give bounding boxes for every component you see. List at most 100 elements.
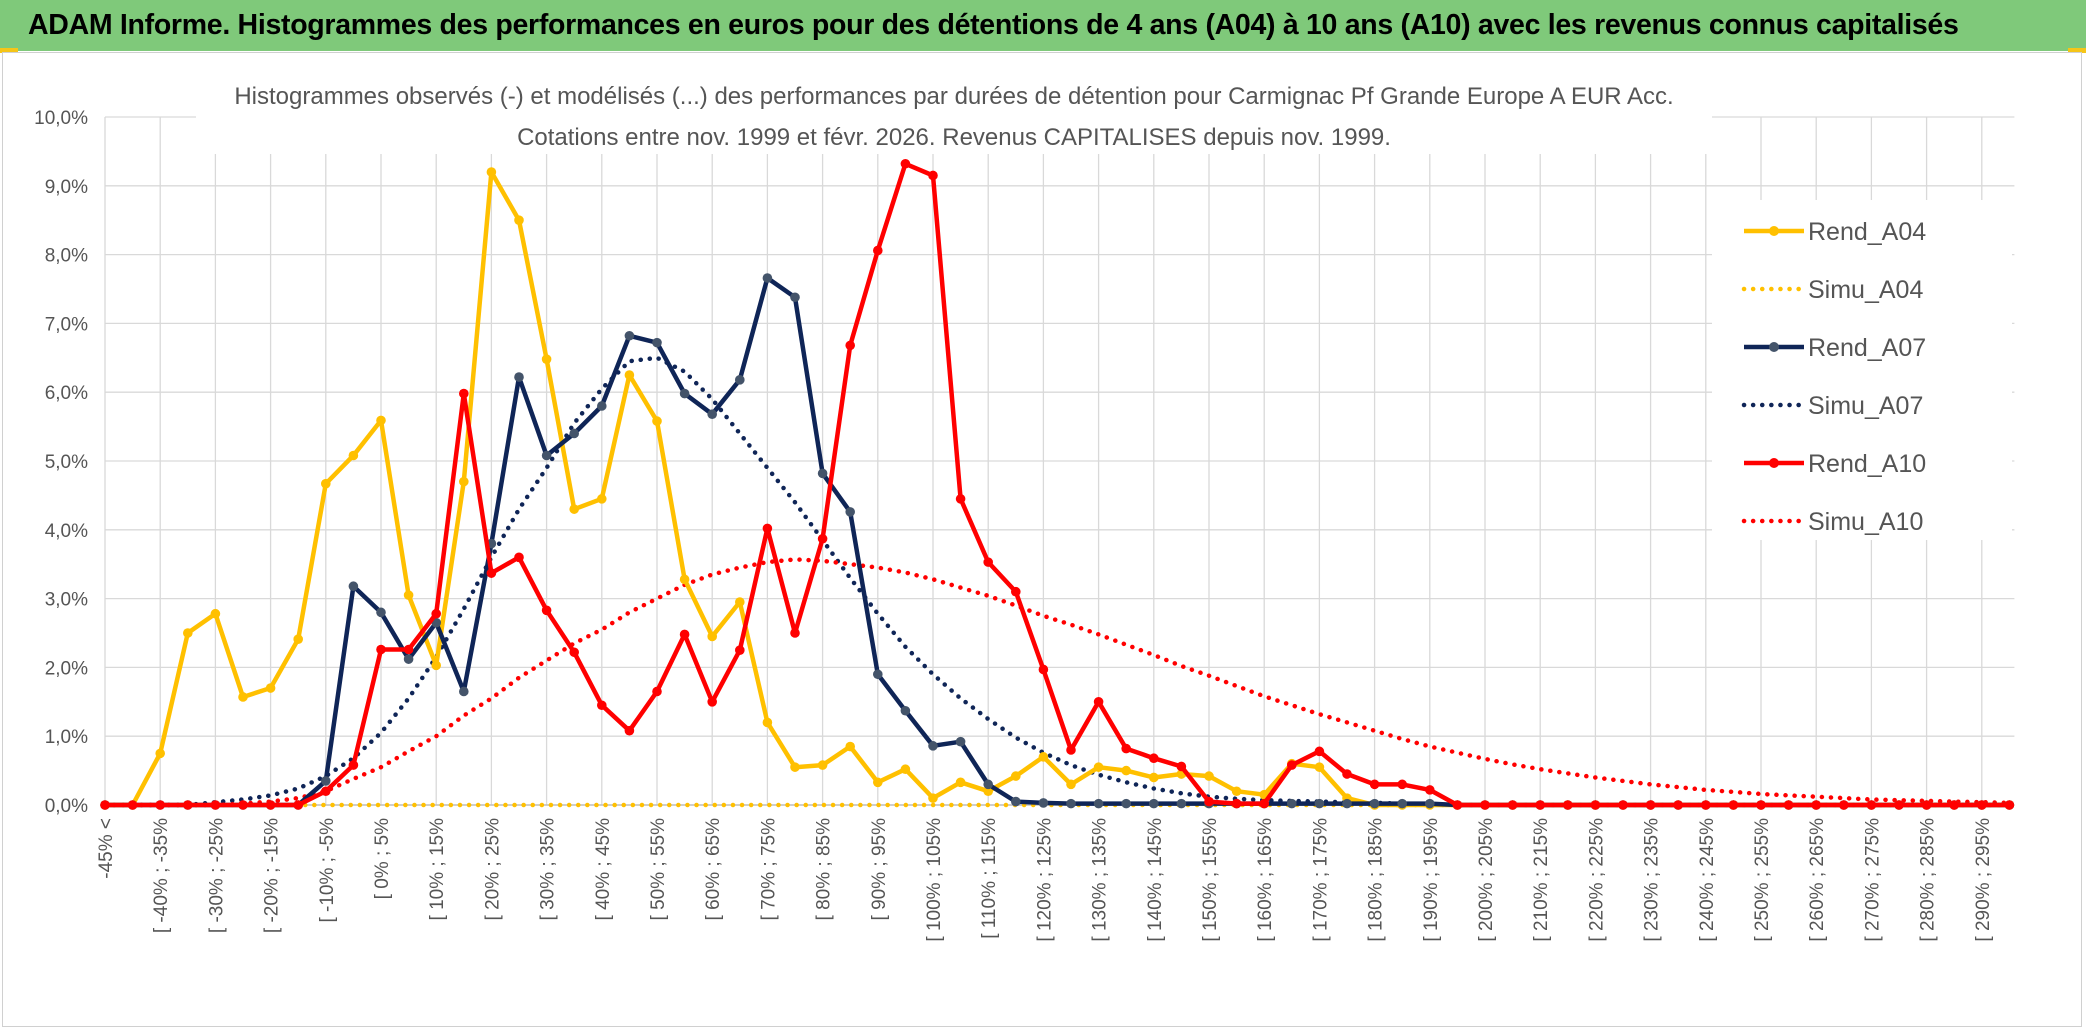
y-tick-label: 7,0% — [45, 314, 88, 335]
x-tick-label: [ 270% ; 275% — [1862, 818, 1883, 942]
data-point — [569, 647, 579, 658]
data-point — [569, 428, 579, 439]
data-point — [1894, 800, 1904, 810]
data-point — [210, 800, 221, 810]
data-point — [569, 504, 579, 514]
x-tick-label: [ 160% ; 165% — [1255, 818, 1276, 942]
data-point — [1121, 743, 1131, 754]
data-point — [1121, 798, 1131, 809]
y-tick-label: 0,0% — [45, 796, 88, 817]
data-point — [1287, 760, 1297, 770]
data-point — [1066, 798, 1076, 809]
corner-accent-right — [2068, 48, 2086, 53]
data-point — [735, 597, 745, 607]
data-point — [431, 608, 442, 619]
data-point — [1369, 798, 1380, 809]
data-point — [1452, 800, 1463, 810]
x-tick-label: [ 190% ; 195% — [1421, 818, 1442, 942]
data-point — [1287, 798, 1297, 809]
legend-label: Rend_A04 — [1808, 218, 1926, 246]
data-point — [348, 450, 359, 461]
data-point — [955, 777, 966, 788]
data-point — [1011, 771, 1021, 781]
data-point — [790, 628, 800, 638]
data-point — [845, 340, 855, 351]
data-point — [541, 450, 552, 461]
data-point — [1093, 697, 1104, 707]
data-point — [900, 158, 911, 169]
page-banner: ADAM Informe. Histogrammes des performan… — [0, 0, 2086, 51]
x-tick-label: [ 230% ; 235% — [1642, 818, 1663, 942]
data-point — [707, 697, 717, 707]
x-tick-label: [ 280% ; 285% — [1918, 818, 1939, 942]
data-point — [1425, 798, 1435, 809]
legend-item-Rend_A10: Rend_A10 — [1744, 450, 1926, 478]
legend-label: Simu_A07 — [1808, 392, 1923, 420]
data-point — [679, 388, 690, 399]
data-point — [1066, 779, 1076, 790]
x-axis-ticks: -45% < [ -40% ; -35% [ -30% ; -25% [ -20% ;… — [96, 818, 1994, 942]
y-tick-label: 9,0% — [45, 177, 88, 198]
series-line — [105, 161, 2010, 808]
data-point — [431, 660, 442, 671]
data-point — [321, 786, 331, 797]
data-point — [1590, 800, 1601, 810]
legend-label: Simu_A10 — [1808, 508, 1923, 536]
data-point — [762, 273, 773, 283]
x-tick-label: [ -20% ; -15% — [262, 818, 283, 933]
y-tick-label: 3,0% — [45, 590, 88, 611]
data-point — [1149, 772, 1159, 783]
data-point — [928, 741, 938, 751]
data-point — [514, 215, 524, 225]
data-point — [679, 629, 690, 640]
x-tick-label: [ 290% ; 295% — [1973, 818, 1994, 942]
x-tick-label: [ 40% ; 45% — [593, 818, 614, 921]
x-tick-label: [ 240% ; 245% — [1697, 818, 1718, 942]
y-tick-label: 5,0% — [45, 452, 88, 473]
data-point — [541, 354, 552, 364]
x-tick-label: [ 60% ; 65% — [703, 818, 724, 921]
data-point — [790, 292, 800, 303]
data-point — [1314, 746, 1325, 757]
data-point — [321, 776, 331, 786]
x-tick-label: [ -40% ; -35% — [151, 818, 172, 933]
data-point — [1093, 798, 1104, 809]
data-point — [1728, 800, 1739, 810]
data-point — [541, 605, 552, 616]
chart-titles: Histogrammes observés (-) et modélisés (… — [196, 78, 1712, 154]
x-tick-label: [ 200% ; 205% — [1476, 818, 1497, 942]
data-point — [376, 607, 386, 618]
legend-item-Simu_A04: Simu_A04 — [1741, 276, 1923, 304]
data-point — [376, 644, 386, 655]
legend-label: Rend_A10 — [1808, 450, 1926, 478]
series-Rend_A10 — [100, 158, 2015, 810]
data-point — [817, 533, 828, 544]
data-point — [1425, 785, 1435, 795]
title-background — [196, 78, 1712, 154]
data-point — [127, 800, 138, 810]
data-point — [459, 476, 469, 487]
y-tick-label: 2,0% — [45, 658, 88, 679]
x-tick-label: [ 120% ; 125% — [1034, 818, 1055, 942]
data-point — [1342, 769, 1352, 779]
data-point — [762, 523, 773, 534]
legend-item-Rend_A04: Rend_A04 — [1744, 218, 1926, 246]
x-tick-label: [ 110% ; 115% — [979, 818, 1000, 939]
data-point — [210, 608, 221, 619]
legend-marker — [1769, 342, 1779, 352]
y-tick-label: 10,0% — [34, 108, 88, 129]
data-point — [955, 736, 966, 747]
data-point — [403, 654, 414, 664]
data-point — [707, 409, 717, 420]
data-point — [183, 800, 193, 810]
data-point — [1977, 800, 1987, 810]
data-point — [817, 468, 828, 479]
data-point — [1231, 786, 1242, 797]
data-point — [1204, 771, 1214, 781]
data-point — [1756, 800, 1766, 810]
data-point — [624, 330, 635, 341]
data-point — [348, 581, 359, 592]
data-point — [459, 388, 469, 399]
x-tick-label: [ 90% ; 95% — [869, 818, 890, 921]
